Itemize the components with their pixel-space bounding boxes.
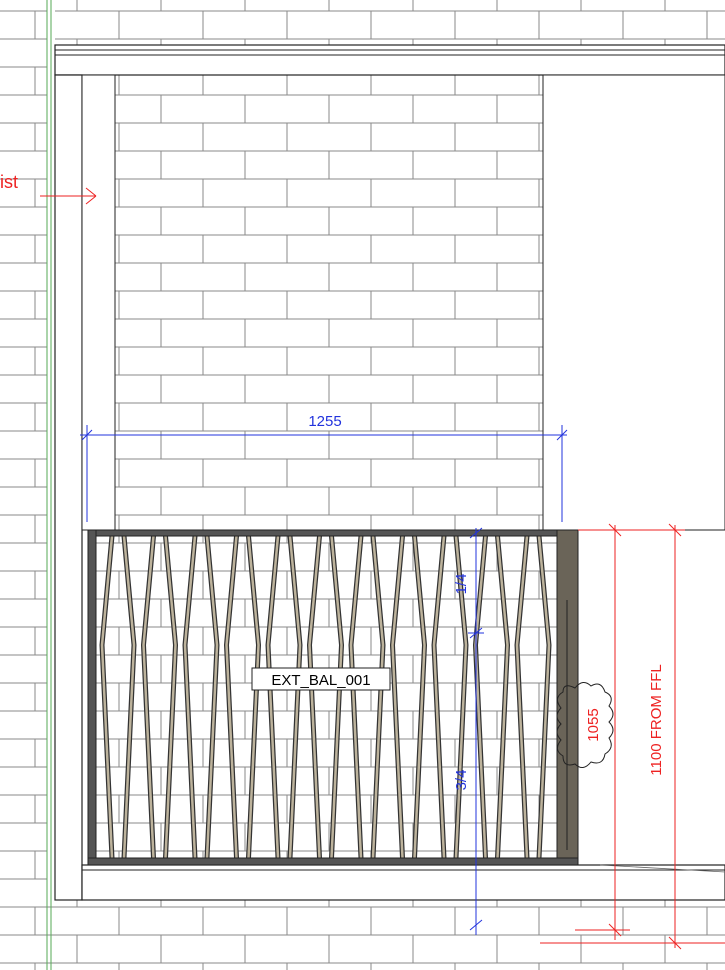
- picket: [100, 535, 114, 859]
- picket: [391, 535, 404, 859]
- picket: [183, 535, 197, 859]
- picket: [371, 535, 385, 859]
- balustrade: [87, 529, 579, 866]
- height-dimension: [540, 523, 725, 950]
- picket: [247, 535, 260, 859]
- picket: [515, 535, 529, 859]
- picket: [349, 535, 363, 859]
- side-arrow: [40, 187, 97, 205]
- picket: [288, 535, 302, 859]
- tag-box: [251, 667, 391, 691]
- lower-ratio-label: 3/4: [453, 770, 470, 791]
- side-note: ist: [0, 172, 18, 192]
- picket: [537, 535, 551, 859]
- picket: [308, 535, 321, 859]
- width-dimension: [80, 425, 568, 522]
- picket: [266, 535, 280, 859]
- picket: [122, 535, 136, 859]
- picket: [413, 535, 426, 859]
- picket: [330, 535, 343, 859]
- picket: [496, 535, 509, 859]
- ratio-dimension: [468, 527, 484, 935]
- cloud-dimension-label: 1055: [585, 708, 602, 741]
- opening: [578, 530, 725, 865]
- revision-cloud: [556, 682, 614, 768]
- tag-label: EXT_BAL_001: [271, 672, 370, 689]
- upper-ratio-label: 1/4: [453, 574, 470, 595]
- picket: [454, 535, 468, 859]
- opening: [542, 74, 725, 531]
- picket: [164, 535, 177, 859]
- picket: [474, 535, 487, 859]
- column: [54, 74, 83, 901]
- picket: [432, 535, 446, 859]
- picket: [142, 535, 155, 859]
- picket: [205, 535, 219, 859]
- picket: [225, 535, 238, 859]
- width-dimension-label: 1255: [308, 413, 341, 430]
- head-beam: [54, 44, 725, 76]
- height-dimension-label: 1100 FROM FFL: [648, 664, 665, 775]
